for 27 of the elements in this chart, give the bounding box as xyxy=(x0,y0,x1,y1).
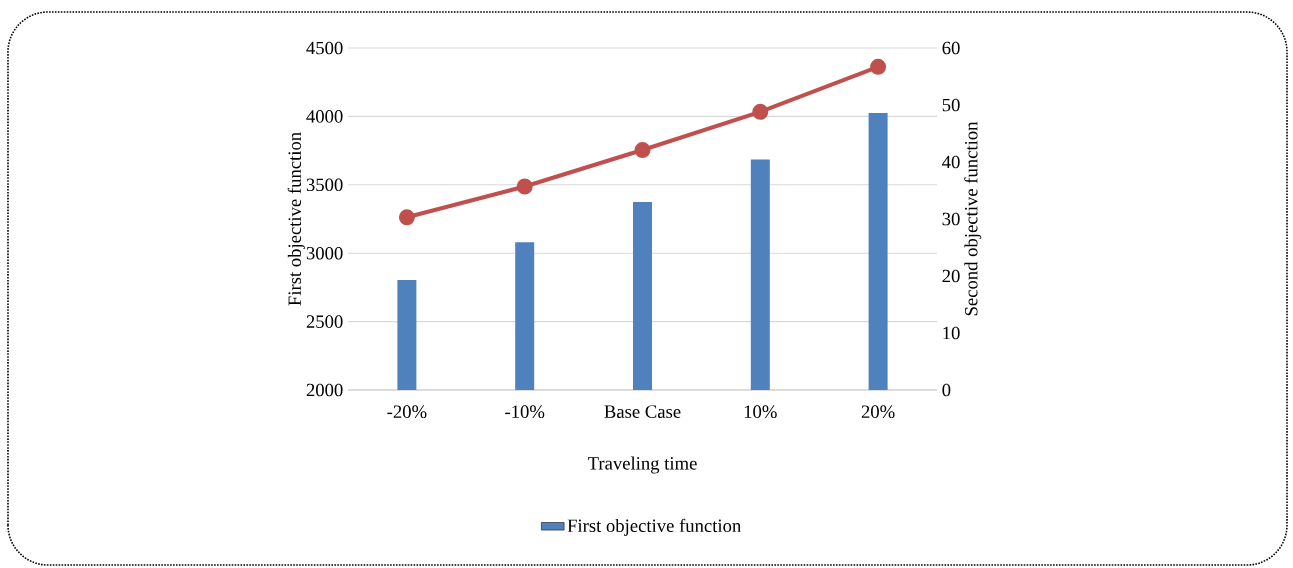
y2-tick-label: 30 xyxy=(942,212,960,226)
y2-tick-label: 60 xyxy=(942,41,960,55)
point xyxy=(752,103,769,120)
y2-axis-title: Second objective function xyxy=(964,121,982,316)
point xyxy=(398,209,415,226)
point xyxy=(634,142,651,159)
y2-tick-label: 0 xyxy=(942,383,951,397)
x-axis-title: Traveling time xyxy=(587,456,697,474)
legend-label: First objective function xyxy=(567,518,741,536)
x-tick-label: -10% xyxy=(505,405,545,419)
y-tick-label: 3500 xyxy=(306,178,343,192)
y-tick-label: 3000 xyxy=(306,246,343,260)
point xyxy=(516,178,533,195)
y2-tick-label: 40 xyxy=(942,155,960,169)
y2-tick-label: 20 xyxy=(942,269,960,283)
y-axis-title: First objective function xyxy=(287,132,305,306)
y-tick-label: 4500 xyxy=(306,41,343,55)
x-tick-label: Base Case xyxy=(604,405,681,418)
x-tick-label: 10% xyxy=(744,405,777,419)
y-tick-label: 2500 xyxy=(306,315,343,328)
x-tick-label: -20% xyxy=(387,405,427,419)
point xyxy=(870,58,887,75)
y-tick-label: 4000 xyxy=(306,110,343,123)
y2-tick-label: 50 xyxy=(942,98,960,112)
x-tick-label: 20% xyxy=(861,405,895,419)
y-tick-label: 2000 xyxy=(306,383,343,397)
y2-tick-label: 10 xyxy=(943,326,960,340)
